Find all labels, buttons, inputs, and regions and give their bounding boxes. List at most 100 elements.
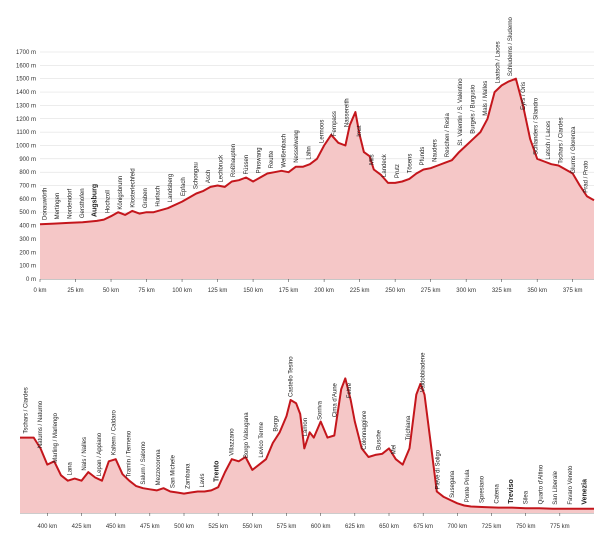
place-label: Füssen [244,155,250,175]
x-tick-label: 650 km [379,524,399,530]
place-label: Pfunds [420,147,426,166]
elevation-area [40,78,594,279]
x-tick-label: 475 km [140,524,160,530]
place-label: Kaltern / Caldaro [112,410,118,456]
place-label: Salurn / Salorno [141,441,147,485]
x-tick-label: 375 km [563,288,583,294]
place-label: Ponte Priula [465,469,471,502]
place-label: Mils [370,154,376,165]
x-tick-label: 425 km [72,524,92,530]
place-label: Colonnaggiore [362,410,368,450]
x-tick-label: 50 km [103,288,119,294]
place-label: Pinswang [256,147,262,173]
y-tick-label: 200 m [19,250,36,256]
place-label: Nauders [433,139,439,162]
place-label: Favaro Veneto [568,465,574,505]
y-tick-label: 100 m [19,264,36,270]
place-label: Spresiano [480,475,486,503]
place-label: Imst [357,125,363,137]
place-label: Prad / Prato [584,160,590,193]
x-tick-label: 225 km [350,288,370,294]
place-label: Trento [214,461,221,482]
place-label: Latsch / Laces [546,121,552,160]
place-label: Roßhaupten [231,144,237,177]
place-label: Epfach [181,177,187,196]
place-label: Castello Tesino [288,356,294,397]
place-label: Treviso [508,479,515,504]
place-label: Susegana [450,470,456,498]
place-label: Lechbruck [219,154,225,183]
elevation-area [20,378,594,513]
x-tick-label: 350 km [527,288,547,294]
y-tick-label: 300 m [19,237,36,243]
place-label: Laatsch / Laces [496,41,502,83]
y-tick-label: 600 m [19,197,36,203]
place-label: San Liberale [553,470,559,504]
place-label: Venezia [582,479,589,505]
x-tick-label: 600 km [311,524,331,530]
y-tick-label: 1100 m [16,130,36,136]
x-tick-label: 500 km [174,524,194,530]
y-tick-label: 1500 m [16,77,36,83]
place-label: Villazzano [229,428,235,456]
place-label: Levico Terme [259,421,265,457]
place-label: Donauwörth [42,188,48,220]
place-label: Asch [206,170,212,183]
x-tick-label: 625 km [345,524,365,530]
y-tick-label: 400 m [19,224,36,230]
place-label: St. Valentin / S. Valentino [458,78,464,146]
x-tick-label: 550 km [242,524,262,530]
x-tick-label: 750 km [516,524,536,530]
x-tick-label: 275 km [421,288,441,294]
place-label: Mals / Malles [483,81,489,116]
y-tick-label: 1400 m [16,90,36,96]
place-label: Lamon [303,418,309,436]
x-tick-label: 125 km [208,288,228,294]
place-label: Silea [524,490,530,504]
x-tick-label: 100 km [172,288,192,294]
x-tick-label: 700 km [447,524,467,530]
place-label: Mezzocorona [156,449,162,486]
place-label: Tösens [407,154,413,174]
x-tick-label: 150 km [243,288,263,294]
place-label: Reschen / Resia [445,113,451,158]
x-tick-label: 200 km [314,288,334,294]
place-label: Glurns / Glorenza [571,126,577,174]
place-label: Schlanders / Silandro [533,97,539,155]
place-label: Nals / Nalles [82,437,88,471]
place-label: Marling / Marlengo [53,412,59,462]
y-tick-label: 700 m [19,184,36,190]
place-label: San Michele [171,454,177,488]
x-tick-label: 25 km [67,288,83,294]
y-tick-label: 1600 m [16,63,36,69]
place-label: Quarto d'Altino [538,464,544,504]
elevation-line [39,77,595,226]
place-label: Königsbrunn [118,176,124,210]
place-label: Schluderns / Sluderno [508,16,514,76]
place-label: Landeck [382,153,388,177]
place-label: Borgo [274,415,280,432]
place-label: Reutte [269,150,275,168]
place-label: Lermoos [319,120,325,143]
place-label: Gersthofen [80,188,86,218]
y-tick-label: 500 m [19,210,36,216]
place-label: Tramin / Termeno [126,430,132,477]
y-tick-label: 1700 m [16,50,36,56]
place-label: Hurlach [156,186,162,207]
elevation-line [20,377,594,510]
place-label: Tschars / Ciardes [23,387,29,433]
x-tick-label: 525 km [208,524,228,530]
x-tick-label: 325 km [492,288,512,294]
x-tick-label: 775 km [550,524,570,530]
y-tick-label: 900 m [19,157,36,163]
place-label: Catena [494,484,500,504]
x-tick-label: 250 km [385,288,405,294]
place-label: Cima d'Aune [332,382,338,417]
place-label: Klosterlechfeld [130,168,136,207]
x-tick-label: 400 km [37,524,57,530]
place-label: Naturns / Naturno [38,400,44,448]
y-tick-label: 1200 m [16,117,36,123]
x-tick-label: 175 km [279,288,299,294]
x-tick-label: 575 km [277,524,297,530]
